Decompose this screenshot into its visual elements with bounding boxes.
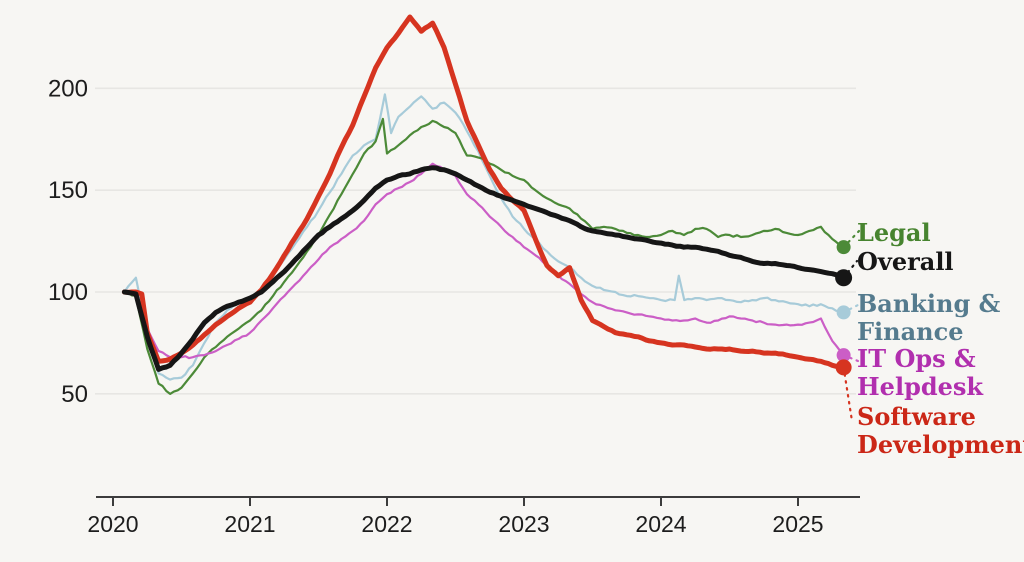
- y-axis-tick-label: 200: [48, 75, 88, 102]
- legend-item-banking-finance: Banking & Finance: [857, 290, 1024, 346]
- series-line-overall: [121, 165, 847, 372]
- legend-label-overall: Overall: [857, 247, 954, 276]
- y-axis-tick-label: 150: [48, 177, 88, 204]
- legend-label-banking-finance: Banking & Finance: [857, 289, 1001, 346]
- series-end-dot-banking-finance: [836, 305, 851, 320]
- x-axis-tick-label: 2022: [361, 511, 412, 537]
- legend-label-software-development: Software Development: [857, 402, 1024, 459]
- legend-item-it-ops-helpdesk: IT Ops & Helpdesk: [857, 345, 1007, 401]
- y-axis-tick-label: 50: [61, 381, 88, 408]
- series-end-dot-it-ops-helpdesk: [836, 348, 851, 363]
- legend-connector: [842, 302, 862, 314]
- y-axis-tick-label: 100: [48, 279, 88, 306]
- x-axis-tick-label: 2020: [87, 511, 138, 537]
- legend-label-it-ops-helpdesk: IT Ops & Helpdesk: [857, 344, 984, 401]
- series-line-software-development: [121, 14, 847, 370]
- series-end-dot-software-development: [835, 359, 852, 376]
- legend-connector: [842, 366, 854, 423]
- x-axis-tick-label: 2025: [772, 511, 823, 537]
- legend-item-software-development: Software Development: [857, 403, 1024, 459]
- series-line-banking-finance: [123, 93, 845, 381]
- series-line-it-ops-helpdesk: [123, 162, 845, 360]
- legend-label-legal: Legal: [857, 218, 931, 247]
- x-axis-tick-label: 2024: [635, 511, 686, 537]
- series-end-dot-overall: [835, 269, 853, 287]
- x-axis-tick-label: 2021: [224, 511, 275, 537]
- legend-item-overall: Overall: [857, 248, 1024, 276]
- x-axis-tick-label: 2023: [498, 511, 549, 537]
- series-end-dot-legal: [836, 240, 851, 255]
- legend-item-legal: Legal: [857, 219, 1024, 247]
